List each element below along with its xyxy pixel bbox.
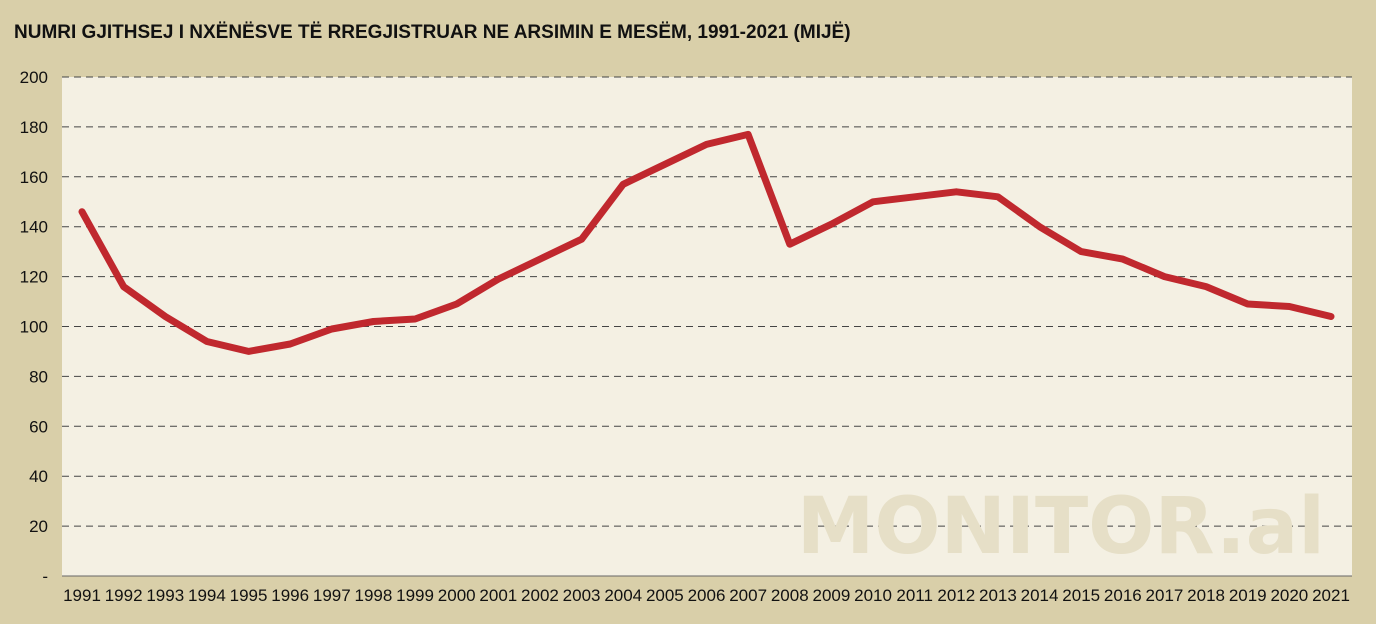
y-tick-label: 20 — [29, 517, 48, 536]
x-tick-label: 2005 — [646, 586, 684, 605]
x-tick-label: 2011 — [896, 586, 933, 605]
x-tick-label: 1995 — [230, 586, 268, 605]
chart-title: NUMRI GJITHSEJ I NXËNËSVE TË RREGJISTRUA… — [14, 22, 851, 43]
x-tick-label: 2002 — [521, 586, 559, 605]
x-tick-label: 2003 — [563, 586, 601, 605]
watermark: MONITOR.al — [797, 482, 1325, 572]
x-axis: 1991 1992 1993 1994 1995 1996 1997 1998 1999 2000… — [62, 575, 1352, 605]
x-tick-label: 1996 — [271, 586, 309, 605]
x-tick-label: 1993 — [146, 586, 184, 605]
x-tick-label: 2016 — [1104, 586, 1142, 605]
x-tick-label: 2001 — [479, 586, 517, 605]
y-tick-label: 120 — [20, 268, 48, 287]
x-tick-label: 2019 — [1229, 586, 1267, 605]
y-tick-label: 80 — [29, 367, 48, 386]
y-tick-label: 160 — [20, 168, 48, 187]
y-tick-label: 60 — [29, 417, 48, 436]
x-tick-label: 2015 — [1062, 586, 1100, 605]
x-tick-label: 2013 — [979, 586, 1017, 605]
y-tick-label: - — [42, 567, 48, 586]
x-tick-label: 1998 — [355, 586, 393, 605]
x-tick-label: 1997 — [313, 586, 351, 605]
x-tick-label: 2020 — [1270, 586, 1308, 605]
y-tick-label: 40 — [29, 467, 48, 486]
y-tick-label: 180 — [20, 118, 48, 137]
y-tick-label: 200 — [20, 68, 48, 87]
x-tick-label: 2017 — [1146, 586, 1184, 605]
x-tick-label: 2007 — [729, 586, 767, 605]
y-tick-label: 100 — [20, 318, 48, 337]
y-tick-label: 140 — [20, 218, 48, 237]
x-tick-label: 1992 — [105, 586, 143, 605]
x-tick-label: 2000 — [438, 586, 476, 605]
x-tick-label: 2014 — [1021, 586, 1059, 605]
x-tick-label: 1994 — [188, 586, 226, 605]
grid-lines — [62, 76, 1352, 527]
x-tick-label: 2018 — [1187, 586, 1225, 605]
x-tick-label: 2021 — [1312, 586, 1350, 605]
x-tick-label: 2006 — [688, 586, 726, 605]
x-tick-label: 1991 — [63, 586, 101, 605]
x-tick-label: 2012 — [937, 586, 975, 605]
x-tick-label: 2010 — [854, 586, 892, 605]
y-axis: - 20 40 60 80 100 120 140 160 180 200 — [20, 68, 48, 586]
x-tick-label: 2009 — [812, 586, 850, 605]
series-line — [78, 130, 1335, 355]
x-tick-label: 2004 — [604, 586, 642, 605]
x-tick-label: 2008 — [771, 586, 809, 605]
x-tick-label: 1999 — [396, 586, 434, 605]
